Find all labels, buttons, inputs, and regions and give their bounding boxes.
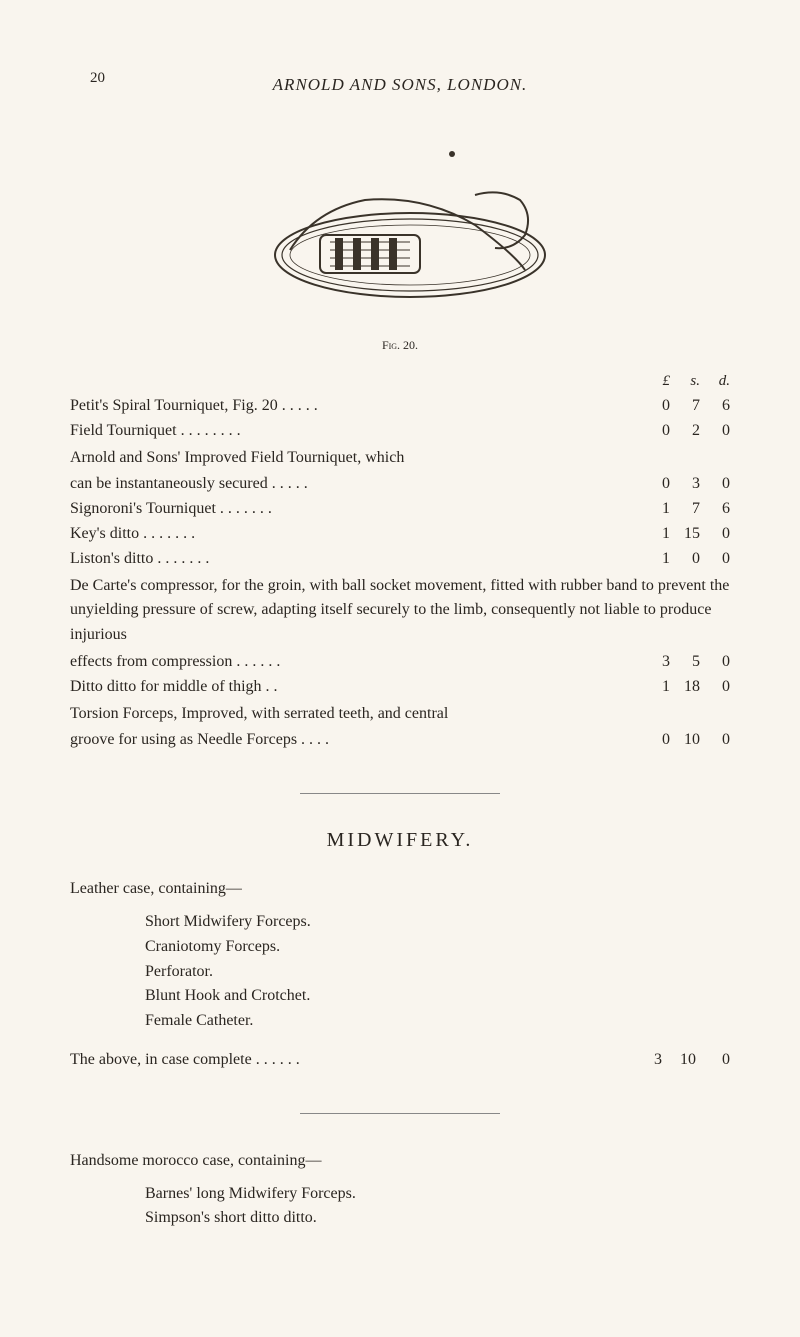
price-s: 15 xyxy=(670,522,700,547)
price-l: 1 xyxy=(640,675,670,700)
price-values: 020 xyxy=(620,419,730,444)
price-item-label: Key's ditto . . . . . . . xyxy=(70,522,620,547)
leather-total-row: The above, in case complete . . . . . . … xyxy=(70,1048,730,1073)
page-number: 20 xyxy=(90,70,105,87)
leather-total-pence: 0 xyxy=(700,1048,730,1073)
price-item-label: Liston's ditto . . . . . . . xyxy=(70,547,620,572)
price-prefix-line: De Carte's compressor, for the groin, wi… xyxy=(70,574,730,648)
price-l: 1 xyxy=(640,497,670,522)
price-s: 18 xyxy=(670,675,700,700)
price-prefix-text: Arnold and Sons' Improved Field Tourniqu… xyxy=(70,446,730,471)
price-item-label: groove for using as Needle Forceps . . .… xyxy=(70,728,620,753)
price-d: 0 xyxy=(700,419,730,444)
handsome-case-block: Handsome morocco case, containing— Barne… xyxy=(70,1149,730,1231)
running-header: ARNOLD AND SONS, LONDON. xyxy=(70,75,730,95)
price-d: 6 xyxy=(700,497,730,522)
section-divider xyxy=(300,793,500,794)
list-item: Female Catheter. xyxy=(145,1009,730,1034)
pence-symbol: d. xyxy=(700,373,730,390)
leather-total-label: The above, in case complete . . . . . . xyxy=(70,1048,612,1073)
list-item: Craniotomy Forceps. xyxy=(145,935,730,960)
leather-total-shillings: 10 xyxy=(666,1048,696,1073)
price-l: 0 xyxy=(640,394,670,419)
price-row: Field Tourniquet . . . . . . . .020 xyxy=(70,419,730,444)
price-values: 100 xyxy=(620,547,730,572)
price-l: 3 xyxy=(640,650,670,675)
price-values: 0100 xyxy=(620,728,730,753)
price-row: Petit's Spiral Tourniquet, Fig. 20 . . .… xyxy=(70,394,730,419)
price-item-label: effects from compression . . . . . . xyxy=(70,650,620,675)
price-row: Liston's ditto . . . . . . .100 xyxy=(70,547,730,572)
price-d: 0 xyxy=(700,547,730,572)
price-item-label: can be instantaneously secured . . . . . xyxy=(70,472,620,497)
price-s: 7 xyxy=(670,394,700,419)
price-values: 1180 xyxy=(620,675,730,700)
price-row: can be instantaneously secured . . . . .… xyxy=(70,472,730,497)
price-prefix-text: Torsion Forceps, Improved, with serrated… xyxy=(70,702,730,727)
leather-total-values: 3 10 0 xyxy=(612,1048,730,1073)
handsome-intro: Handsome morocco case, containing— xyxy=(70,1149,730,1174)
price-l: 0 xyxy=(640,728,670,753)
price-s: 7 xyxy=(670,497,700,522)
price-d: 0 xyxy=(700,675,730,700)
list-item: Short Midwifery Forceps. xyxy=(145,910,730,935)
price-d: 0 xyxy=(700,728,730,753)
price-d: 0 xyxy=(700,522,730,547)
price-row: Key's ditto . . . . . . .1150 xyxy=(70,522,730,547)
price-row: Ditto ditto for middle of thigh . .1180 xyxy=(70,675,730,700)
price-row: Signoroni's Tourniquet . . . . . . .176 xyxy=(70,497,730,522)
list-item: Blunt Hook and Crotchet. xyxy=(145,984,730,1009)
pound-symbol: £ xyxy=(640,373,670,390)
price-l: 1 xyxy=(640,522,670,547)
currency-header: £ s. d. xyxy=(70,373,730,390)
tourniquet-illustration xyxy=(235,140,565,320)
price-s: 2 xyxy=(670,419,700,444)
list-item: Barnes' long Midwifery Forceps. xyxy=(145,1182,730,1207)
price-values: 176 xyxy=(620,497,730,522)
price-s: 0 xyxy=(670,547,700,572)
price-d: 6 xyxy=(700,394,730,419)
leather-total-pounds: 3 xyxy=(632,1048,662,1073)
price-prefix-text: De Carte's compressor, for the groin, wi… xyxy=(70,574,730,648)
leather-intro: Leather case, containing— xyxy=(70,877,730,902)
price-prefix-line: Torsion Forceps, Improved, with serrated… xyxy=(70,702,730,727)
price-values: 030 xyxy=(620,472,730,497)
price-s: 5 xyxy=(670,650,700,675)
section-divider xyxy=(300,1113,500,1114)
figure-caption: Fig. 20. xyxy=(70,338,730,353)
list-item: Perforator. xyxy=(145,960,730,985)
leather-case-block: Leather case, containing— Short Midwifer… xyxy=(70,877,730,1073)
price-d: 0 xyxy=(700,650,730,675)
price-item-label: Petit's Spiral Tourniquet, Fig. 20 . . .… xyxy=(70,394,620,419)
price-l: 1 xyxy=(640,547,670,572)
midwifery-title: MIDWIFERY. xyxy=(70,829,730,852)
price-values: 076 xyxy=(620,394,730,419)
price-values: 350 xyxy=(620,650,730,675)
price-row: effects from compression . . . . . .350 xyxy=(70,650,730,675)
leather-items-list: Short Midwifery Forceps.Craniotomy Force… xyxy=(145,910,730,1034)
figure-illustration xyxy=(70,130,730,330)
price-s: 3 xyxy=(670,472,700,497)
price-item-label: Field Tourniquet . . . . . . . . xyxy=(70,419,620,444)
price-item-label: Signoroni's Tourniquet . . . . . . . xyxy=(70,497,620,522)
price-prefix-line: Arnold and Sons' Improved Field Tourniqu… xyxy=(70,446,730,471)
price-values: 1150 xyxy=(620,522,730,547)
handsome-items-list: Barnes' long Midwifery Forceps.Simpson's… xyxy=(145,1182,730,1232)
shilling-symbol: s. xyxy=(670,373,700,390)
price-d: 0 xyxy=(700,472,730,497)
price-list: £ s. d. Petit's Spiral Tourniquet, Fig. … xyxy=(70,373,730,753)
price-l: 0 xyxy=(640,472,670,497)
price-l: 0 xyxy=(640,419,670,444)
price-s: 10 xyxy=(670,728,700,753)
list-item: Simpson's short ditto ditto. xyxy=(145,1206,730,1231)
price-row: groove for using as Needle Forceps . . .… xyxy=(70,728,730,753)
price-item-label: Ditto ditto for middle of thigh . . xyxy=(70,675,620,700)
